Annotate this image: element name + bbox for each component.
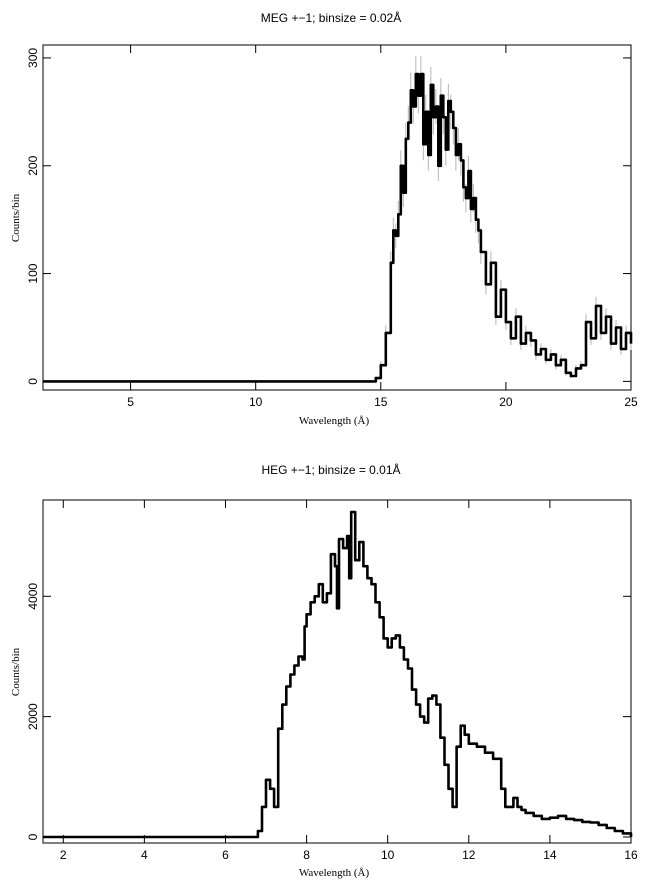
meg-y-axis-label: Counts/bin: [10, 193, 22, 242]
heg-y-tick-label: 4000: [26, 583, 40, 610]
heg-x-tick-label: 16: [624, 848, 638, 862]
meg-x-tick-label: 10: [249, 395, 263, 409]
meg-y-tick-label: 200: [26, 155, 40, 175]
meg-x-axis-label: Wavelength (Å): [299, 415, 370, 427]
heg-x-tick-label: 12: [462, 848, 476, 862]
meg-x-tick-label: 25: [624, 395, 638, 409]
heg-x-tick-label: 8: [303, 848, 310, 862]
heg-y-axis-label: Counts/bin: [10, 647, 22, 696]
meg-series: [43, 72, 633, 383]
meg-y-tick-label: 100: [26, 263, 40, 283]
heg-x-axis-label: Wavelength (Å): [299, 867, 370, 879]
meg-x-tick-label: 5: [127, 395, 134, 409]
meg-ticks: 5 10 15 20 25 0 100 200 300: [26, 45, 638, 409]
heg-plot-frame: [42, 499, 632, 844]
heg-panel: HEG +−1; binsize = 0.01Å 2 4 6 8 10 12 14 16 0 20…: [10, 462, 638, 879]
heg-y-tick-label: 0: [26, 833, 40, 840]
meg-title: MEG +−1; binsize = 0.02Å: [261, 10, 401, 25]
meg-y-tick-label: 300: [26, 48, 40, 68]
meg-x-tick-label: 20: [499, 395, 513, 409]
meg-plot-frame: [42, 44, 632, 391]
heg-x-tick-label: 10: [381, 848, 395, 862]
heg-x-tick-label: 2: [60, 848, 67, 862]
heg-y-tick-label: 2000: [26, 703, 40, 730]
heg-x-tick-label: 4: [141, 848, 148, 862]
heg-spectrum-line: [43, 510, 633, 839]
heg-ticks: 2 4 6 8 10 12 14 16 0 2000 4000: [26, 500, 638, 862]
heg-series: [43, 510, 633, 839]
heg-x-tick-label: 14: [543, 848, 557, 862]
meg-panel: MEG +−1; binsize = 0.02Å 5 10 15 20 25 0 100 20…: [10, 10, 638, 427]
meg-x-tick-label: 15: [374, 395, 388, 409]
meg-spectrum-line: [43, 72, 633, 383]
meg-y-tick-label: 0: [26, 378, 40, 385]
heg-x-tick-label: 6: [222, 848, 229, 862]
heg-title: HEG +−1; binsize = 0.01Å: [261, 462, 400, 477]
